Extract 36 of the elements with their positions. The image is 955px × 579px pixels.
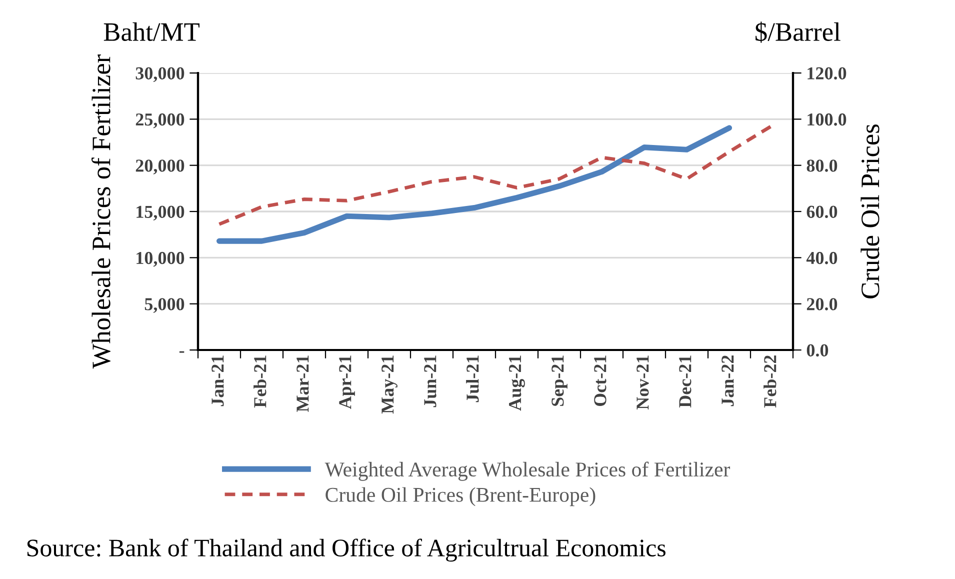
x-tick-label: Oct-21 (594, 356, 606, 406)
y2-tick-label: 40.0 (806, 252, 838, 264)
x-tick-label: Jan-22 (722, 355, 734, 406)
y2-axis-title: Crude Oil Prices (860, 124, 880, 298)
x-tick-label: Mar-21 (296, 356, 309, 412)
x-tick-label: Dec-21 (679, 356, 692, 408)
y-tick-label: 30,000 (136, 67, 184, 82)
y-axis-title: Wholesale Prices of Fertilizer (92, 54, 110, 369)
y-tick-label: 10,000 (136, 252, 184, 267)
x-tick-label: Jun-21 (424, 356, 436, 408)
text: Baht/MT (104, 22, 200, 41)
x-tick-label: Feb-22 (764, 355, 776, 408)
x-tick-label: Aug-21 (508, 356, 525, 411)
legend-label: Crude Oil Prices (Brent-Europe) (326, 487, 596, 506)
y2-tick-label: 0.0 (806, 344, 828, 357)
text: $/Barrel (756, 22, 840, 43)
y2-tick-label: 120.0 (808, 67, 846, 80)
y2-tick-label: 80.0 (806, 160, 838, 172)
x-tick-label: Jul-21 (466, 356, 479, 402)
y2-tick-label: 60.0 (806, 206, 838, 218)
x-tick-label: Nov-21 (636, 356, 649, 410)
y-tick-label: 15,000 (136, 206, 184, 221)
y-tick-label: 5,000 (144, 298, 184, 313)
legend-label: Weighted Average Wholesale Prices of Fertilizer (324, 462, 730, 481)
x-tick-label: Jan-21 (212, 356, 224, 406)
x-tick-label: May-21 (382, 356, 398, 414)
x-tick-label: Sep-21 (552, 356, 568, 406)
y-tick-label: - (179, 351, 184, 353)
y2-tick-label: 20.0 (806, 298, 838, 310)
line-series (218, 124, 774, 226)
y2-tick-label: 100.0 (808, 113, 846, 126)
x-tick-label: Feb-21 (254, 356, 266, 408)
x-tick-label: Apr-21 (339, 356, 355, 410)
y-tick-label: 25,000 (136, 113, 184, 128)
source-note: Source: Bank of Thailand and Office of Agricultrual Economics (27, 538, 666, 562)
y-tick-label: 20,000 (136, 160, 184, 174)
